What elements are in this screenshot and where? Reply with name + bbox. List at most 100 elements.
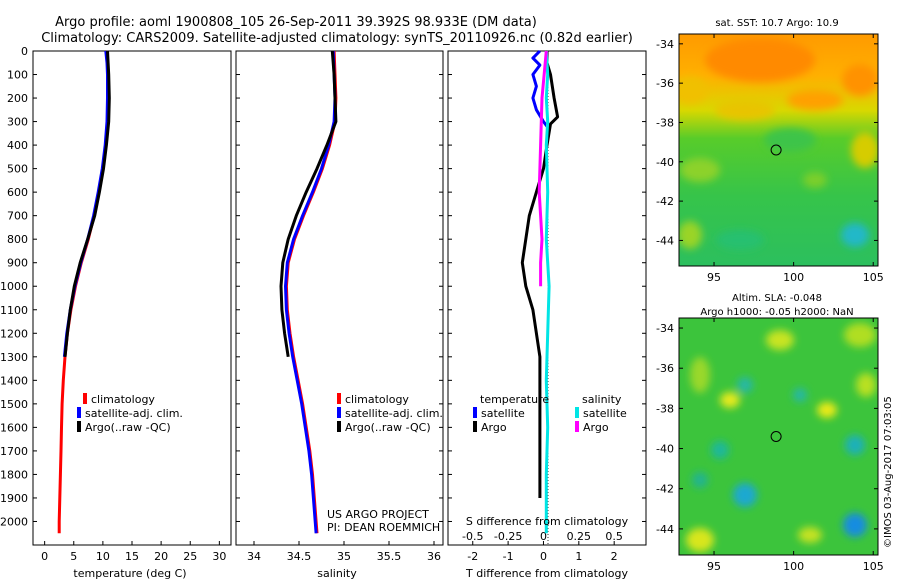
difference-panel: -2 -1 0 1 2 -0.5 -0.25 0 0.25 0.5 T difference fr… — [447, 49, 647, 580]
sla-lat-axis: -34 -36 -38 -40 -42 -44 — [656, 322, 878, 536]
credit-text: ©IMOS 03-Aug-2017 07:03:05 — [883, 396, 894, 548]
depth-tick-label: 1200 — [0, 327, 28, 340]
salinity-x-axis: 34 34.5 35 35.5 36 — [247, 541, 441, 563]
temperature-x-axis: 0 5 10 15 20 25 30 — [41, 541, 226, 563]
figure-title-line2: Climatology: CARS2009. Satellite-adjuste… — [41, 31, 633, 46]
legend-swatch-temp-argo — [473, 421, 477, 432]
legend-temp-satellite: satellite — [481, 407, 525, 420]
sla-map-image — [679, 318, 878, 555]
depth-tick-label: 2000 — [0, 515, 28, 528]
legend-swatch-sal-satellite — [575, 407, 579, 418]
series-line-argo-raw-qc- — [63, 50, 111, 357]
pi-annotation: PI: DEAN ROEMMICH — [327, 521, 440, 534]
sst-map-title: sat. SST: 10.7 Argo: 10.9 — [715, 18, 838, 29]
sla-map-panel: Altim. SLA: -0.048 Argo h1000: -0.05 h20… — [656, 293, 884, 573]
series-line-temperature-argo — [520, 51, 560, 498]
difference-series — [520, 49, 560, 534]
lat-tick-label: -34 — [656, 38, 674, 51]
x-tick-label: 36 — [427, 550, 441, 563]
legend-temperature-title: temperature — [480, 393, 549, 406]
legend-temp-argo: Argo — [481, 421, 507, 434]
sla-map-subtitle: Argo h1000: -0.05 h2000: NaN — [700, 307, 853, 318]
x-tick-label: 34 — [247, 550, 261, 563]
x-tick-label: 0 — [41, 550, 48, 563]
argo-location-marker — [770, 431, 782, 442]
figure-title-line1: Argo profile: aoml 1900808_105 26-Sep-20… — [55, 15, 537, 30]
lon-tick-label: 100 — [783, 560, 804, 573]
lat-tick-label: -38 — [656, 402, 674, 415]
depth-tick-label: 700 — [7, 210, 28, 223]
depth-tick-label: 200 — [7, 92, 28, 105]
depth-tick-label: 800 — [7, 233, 28, 246]
legend-swatch-satellite — [337, 407, 341, 418]
legend-swatch-climatology — [83, 393, 87, 404]
depth-tick-label: 1500 — [0, 398, 28, 411]
sst-map-frame — [678, 33, 879, 267]
salinity-legend: climatology satellite-adj. clim. Argo(..… — [337, 393, 443, 434]
x-tick-label: 35.5 — [377, 550, 402, 563]
x-tick-label: 15 — [125, 550, 139, 563]
depth-tick-label: 1400 — [0, 374, 28, 387]
temperature-legend: climatology satellite-adj. clim. Argo(..… — [77, 393, 183, 434]
legend-sal-argo: Argo — [583, 421, 609, 434]
depth-tick-label: 600 — [7, 186, 28, 199]
lat-tick-label: -44 — [656, 523, 674, 536]
x-tick-label: -1 — [503, 550, 514, 563]
sst-lon-axis: 95 100 105 — [707, 34, 884, 284]
x-tick-label: 1 — [575, 550, 582, 563]
lon-tick-label: 100 — [783, 271, 804, 284]
salinity-panel: 34 34.5 35 35.5 36 salinity climatology sate… — [235, 50, 444, 580]
salinity-xlabel: salinity — [317, 567, 357, 580]
legend-satellite-adj: satellite-adj. clim. — [85, 407, 183, 420]
depth-tick-label: 1600 — [0, 421, 28, 434]
depth-tick-label: 900 — [7, 257, 28, 270]
depth-tick-label: 1000 — [0, 280, 28, 293]
s-tick-label: 0 — [540, 530, 547, 543]
legend-swatch-sal-argo — [575, 421, 579, 432]
legend-satellite-adj: satellite-adj. clim. — [345, 407, 443, 420]
lat-tick-label: -40 — [656, 443, 674, 456]
series-line-salinity-argo — [537, 50, 548, 287]
x-tick-label: 34.5 — [287, 550, 312, 563]
lat-tick-label: -38 — [656, 116, 674, 129]
legend-argo: Argo(..raw -QC) — [345, 421, 431, 434]
x-tick-label: 5 — [70, 550, 77, 563]
depth-tick-label: 1700 — [0, 445, 28, 458]
s-difference-xlabel: S difference from climatology — [466, 515, 629, 528]
legend-salinity-title: salinity — [582, 393, 622, 406]
legend-sal-satellite: satellite — [583, 407, 627, 420]
legend-swatch-climatology — [337, 393, 341, 404]
legend-swatch-argo — [337, 421, 341, 432]
sla-map-title: Altim. SLA: -0.048 — [732, 293, 822, 304]
depth-tick-label: 0 — [21, 45, 28, 58]
depth-tick-label: 1900 — [0, 492, 28, 505]
x-tick-label: 25 — [183, 550, 197, 563]
temperature-panel: 0100200300400500600700800900100011001200… — [0, 45, 232, 580]
temperature-axes-box — [32, 50, 232, 546]
x-tick-label: 30 — [212, 550, 226, 563]
t-difference-xlabel: T difference from climatology — [465, 567, 628, 580]
s-tick-label: -0.5 — [462, 530, 483, 543]
depth-tick-label: 400 — [7, 139, 28, 152]
sla-map-frame — [678, 317, 879, 556]
legend-argo: Argo(..raw -QC) — [85, 421, 171, 434]
lon-tick-label: 95 — [707, 271, 721, 284]
project-annotation: US ARGO PROJECT — [327, 508, 429, 521]
lat-tick-label: -36 — [656, 362, 674, 375]
lat-tick-label: -36 — [656, 77, 674, 90]
sst-lat-axis: -34 -36 -38 -40 -42 -44 — [656, 38, 878, 247]
sst-map-panel: sat. SST: 10.7 Argo: 10.9 -34 -36 -38 -40 -4… — [656, 18, 884, 284]
series-line-argo-raw-qc- — [279, 50, 338, 358]
legend-climatology: climatology — [345, 393, 409, 406]
legend-swatch-argo — [77, 421, 81, 432]
legend-swatch-temp-satellite — [473, 407, 477, 418]
series-line-salinity-satellite — [544, 50, 551, 534]
depth-tick-label: 1800 — [0, 468, 28, 481]
lat-tick-label: -40 — [656, 156, 674, 169]
lon-tick-label: 105 — [863, 271, 884, 284]
sst-map-image — [679, 34, 878, 266]
x-tick-label: -2 — [467, 550, 478, 563]
depth-axis: 0 100 200 300 400 500 600 700 800 900 1000 1100 1200… — [0, 45, 37, 528]
